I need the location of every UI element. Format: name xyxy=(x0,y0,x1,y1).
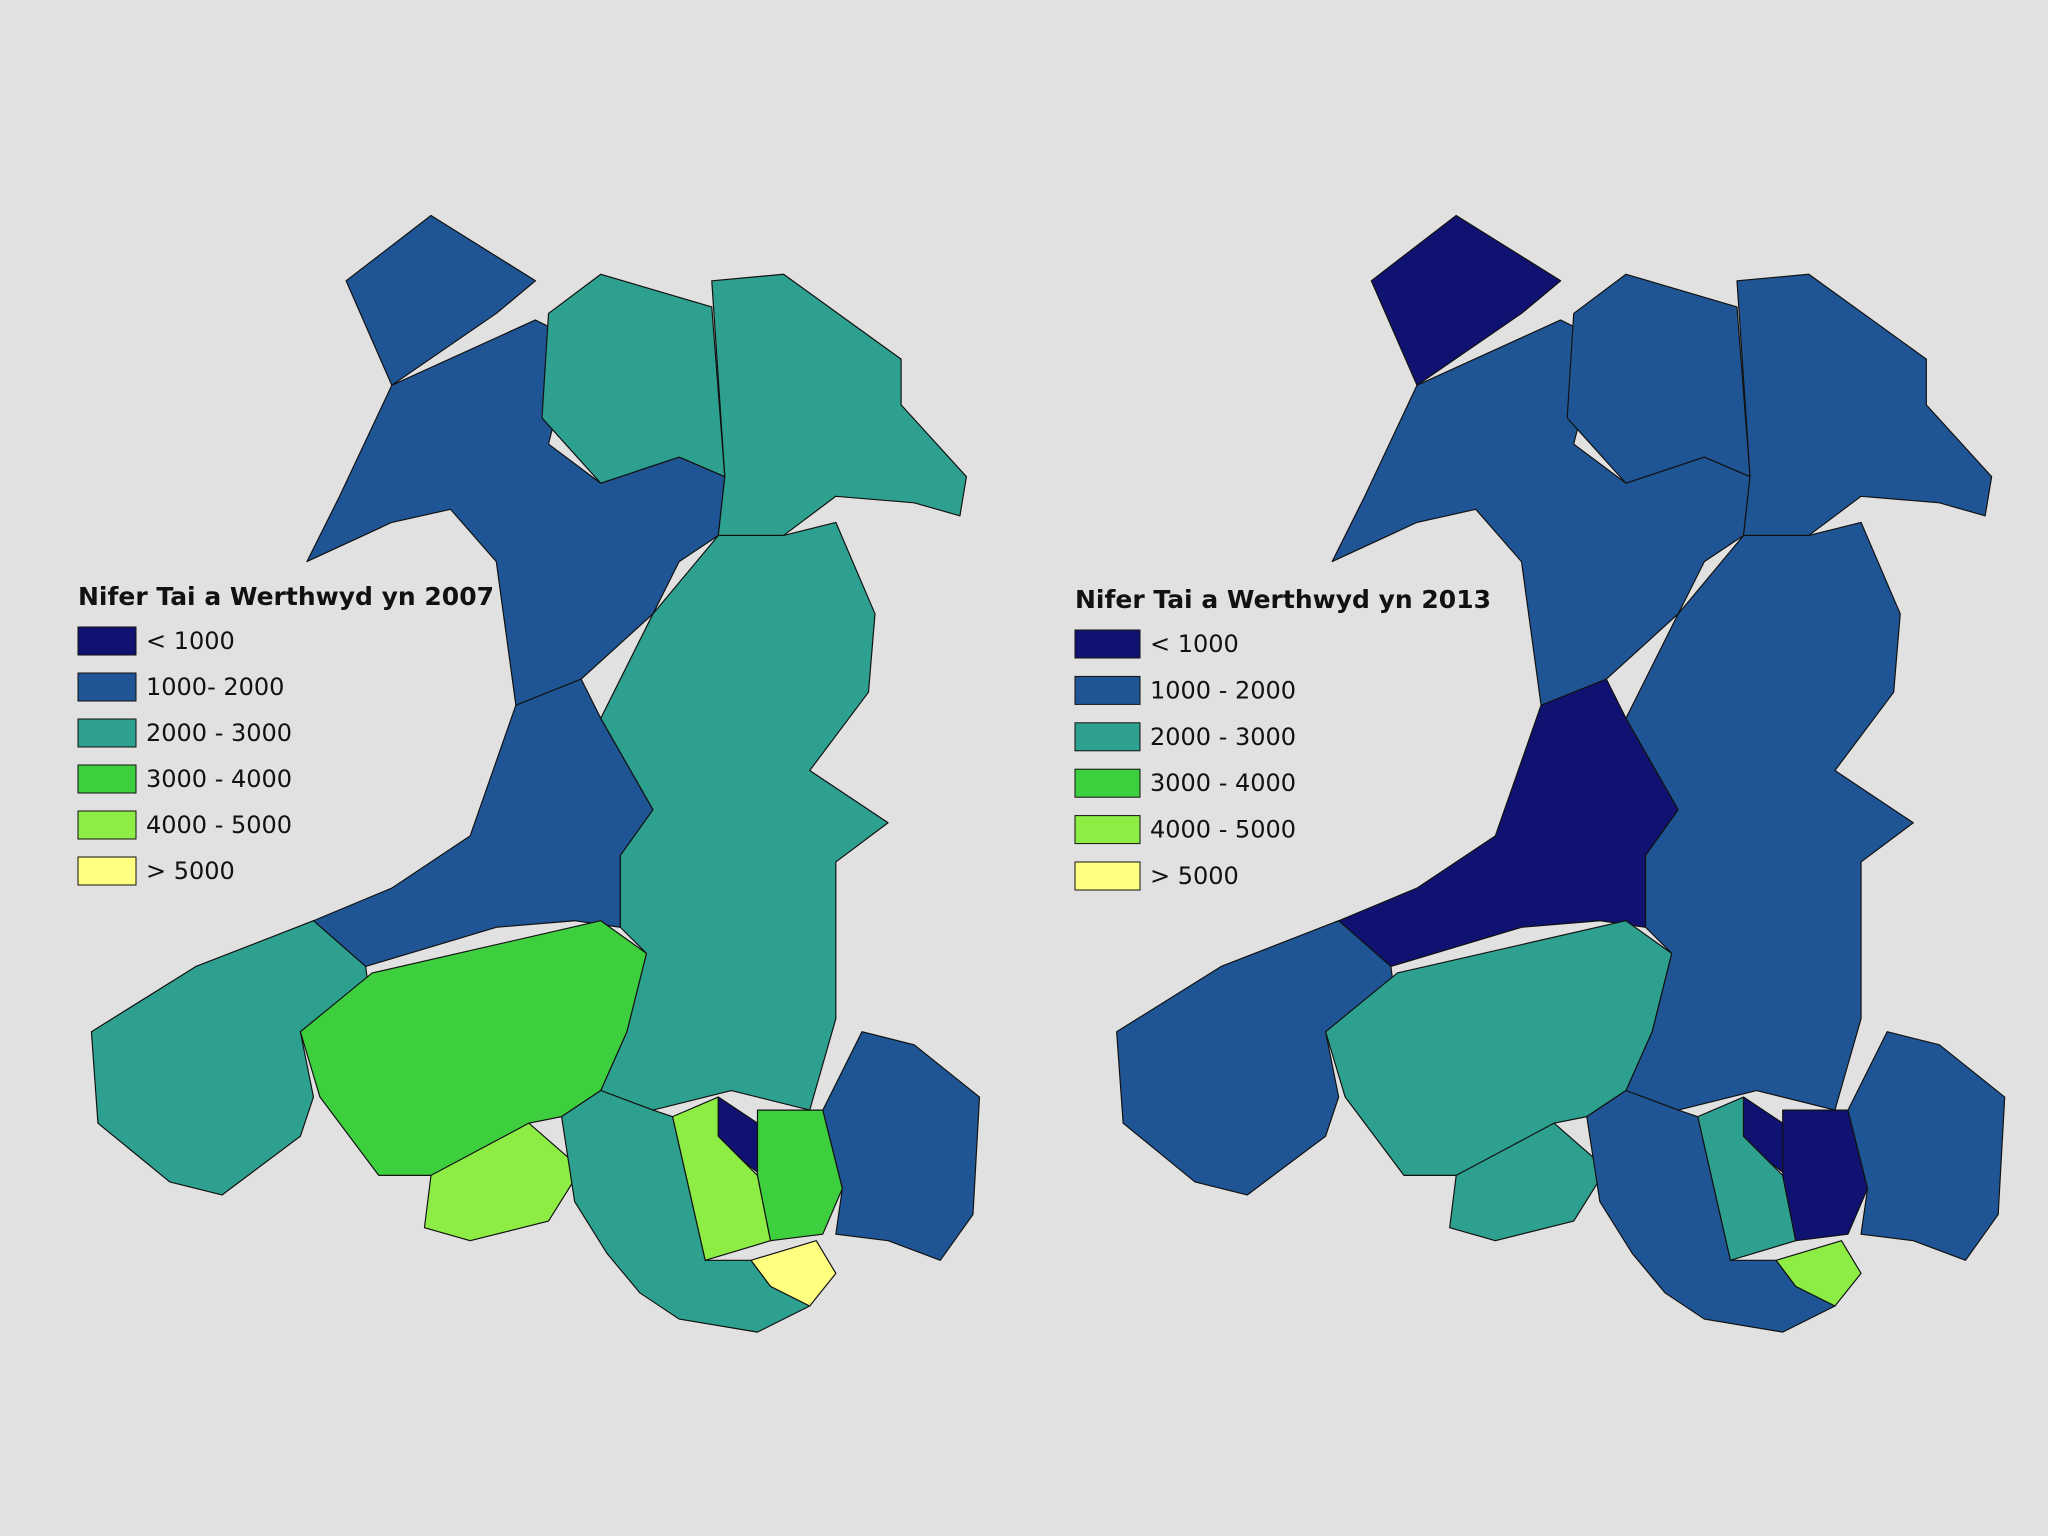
legend-label: 4000 - 5000 xyxy=(146,811,292,839)
legend-swatch xyxy=(1074,768,1141,798)
legend-label: 1000- 2000 xyxy=(146,673,284,701)
legend-label: 3000 - 4000 xyxy=(1150,769,1296,797)
legend-label: > 5000 xyxy=(1150,862,1239,890)
region xyxy=(1847,1031,2006,1261)
region xyxy=(1370,214,1562,386)
legend-swatch xyxy=(1074,629,1141,659)
legend-swatch xyxy=(1074,675,1141,705)
region xyxy=(541,273,726,484)
legend: Nifer Tai a Werthwyd yn 2013 < 1000 1000 -… xyxy=(1074,585,1491,891)
region xyxy=(1449,1122,1607,1242)
legend-swatch xyxy=(77,626,137,656)
legend-title: Nifer Tai a Werthwyd yn 2013 xyxy=(1075,585,1491,614)
legend-title: Nifer Tai a Werthwyd yn 2007 xyxy=(78,582,494,611)
legend: Nifer Tai a Werthwyd yn 2007 < 1000 1000- … xyxy=(77,582,494,886)
region xyxy=(1736,273,1993,537)
legend-label: > 5000 xyxy=(146,857,235,885)
wales-map xyxy=(90,214,981,1333)
legend-swatch xyxy=(1074,815,1141,845)
maps xyxy=(90,214,2006,1333)
legend-label: 2000 - 3000 xyxy=(146,719,292,747)
legend-label: 3000 - 4000 xyxy=(146,765,292,793)
legend-swatch xyxy=(77,718,137,748)
legend-label: < 1000 xyxy=(146,627,235,655)
legend-label: 1000 - 2000 xyxy=(1150,676,1296,704)
legend-swatch xyxy=(77,856,137,886)
region xyxy=(1566,273,1751,484)
legends: Nifer Tai a Werthwyd yn 2007 < 1000 1000- … xyxy=(77,582,1491,891)
region xyxy=(822,1031,981,1261)
legend-swatch xyxy=(77,764,137,794)
legend-swatch xyxy=(77,672,137,702)
region xyxy=(750,1240,837,1307)
legend-swatch xyxy=(1074,861,1141,891)
region xyxy=(423,1122,582,1242)
region xyxy=(345,214,537,386)
region xyxy=(1775,1240,1862,1307)
legend-label: < 1000 xyxy=(1150,630,1239,658)
region xyxy=(711,273,968,537)
legend-swatch xyxy=(1074,722,1141,752)
legend-label: 2000 - 3000 xyxy=(1150,723,1296,751)
legend-label: 4000 - 5000 xyxy=(1150,816,1296,844)
wales-map xyxy=(1116,214,2006,1333)
legend-swatch xyxy=(77,810,137,840)
